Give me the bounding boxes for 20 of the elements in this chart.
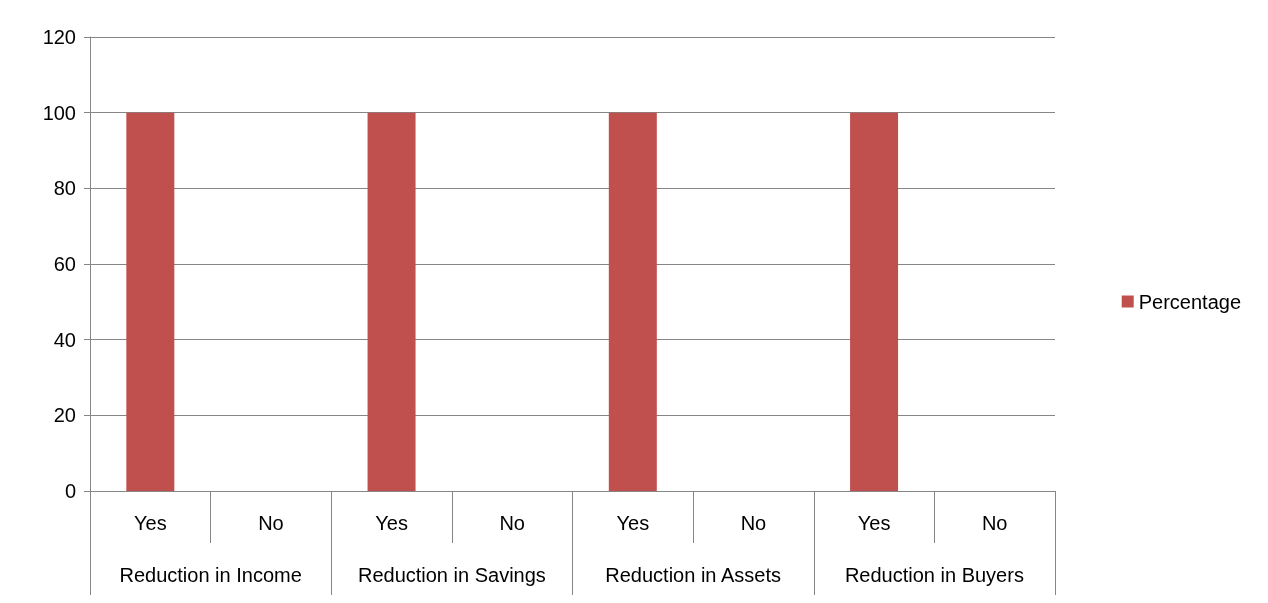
text: Reduction in Buyers [844, 564, 1024, 586]
x-tick-label: Yes [375, 512, 408, 534]
x-tick-label: Yes [616, 512, 650, 534]
y-tick-label: 80 [53, 177, 76, 200]
x-tick-label: Yes [133, 512, 167, 534]
x-tick-label: No [258, 512, 284, 534]
x-tick-label: No [981, 512, 1008, 534]
legend-label: Percentage [1138, 290, 1241, 313]
y-tick-label: 120 [42, 26, 76, 48]
text: Reduction in Assets [605, 564, 781, 586]
x-tick-label: No [740, 512, 767, 534]
y-tick-label: 40 [53, 328, 76, 351]
x-tick-label: Yes [857, 512, 891, 534]
x-tick-label: No [499, 512, 525, 534]
y-tick-label: 100 [42, 101, 76, 124]
y-tick-label: 0 [64, 480, 76, 502]
text: Reduction in Savings [357, 564, 546, 586]
text: Reduction in Income [119, 564, 302, 586]
y-tick-label: 60 [53, 253, 76, 275]
y-tick-label: 20 [53, 404, 76, 427]
